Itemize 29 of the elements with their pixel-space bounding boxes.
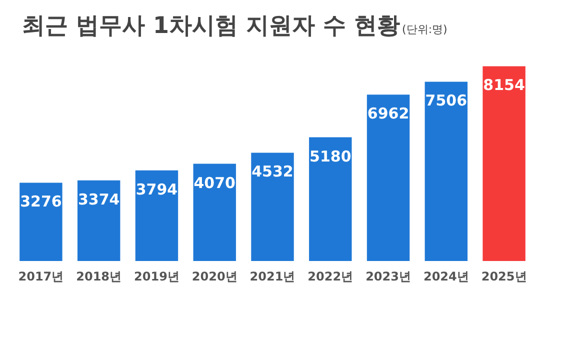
x-tick-label: 2021년 bbox=[250, 270, 296, 284]
x-tick-label: 2020년 bbox=[192, 270, 238, 284]
data-label: 8154 bbox=[483, 76, 525, 94]
chart-title: 최근 법무사 1차시험 지원자 수 현황 bbox=[22, 13, 400, 39]
x-tick-label: 2022년 bbox=[308, 270, 354, 284]
x-tick-label: 2019년 bbox=[134, 270, 180, 284]
bar bbox=[366, 94, 410, 261]
chart-subtitle: (단위:명) bbox=[402, 23, 448, 36]
x-tick-label: 2018년 bbox=[76, 270, 122, 284]
data-label: 3374 bbox=[78, 190, 120, 208]
data-label: 3794 bbox=[136, 180, 178, 198]
x-tick-label: 2025년 bbox=[481, 270, 527, 284]
data-label: 3276 bbox=[20, 192, 62, 211]
bar bbox=[193, 164, 236, 261]
bar bbox=[20, 182, 62, 261]
bar bbox=[77, 180, 120, 261]
bar bbox=[482, 66, 526, 261]
bar bbox=[309, 137, 352, 261]
x-tick-label: 2017년 bbox=[18, 270, 64, 284]
x-tick-label: 2023년 bbox=[366, 270, 411, 284]
data-label: 4070 bbox=[194, 174, 236, 192]
data-label: 7506 bbox=[425, 92, 468, 110]
x-tick-label: 2024년 bbox=[423, 270, 469, 284]
data-label: 6962 bbox=[367, 104, 410, 123]
bar bbox=[135, 170, 178, 261]
data-label: 4532 bbox=[252, 162, 294, 181]
data-label: 5180 bbox=[310, 147, 352, 166]
bar bbox=[424, 82, 468, 261]
bar bbox=[251, 152, 294, 261]
